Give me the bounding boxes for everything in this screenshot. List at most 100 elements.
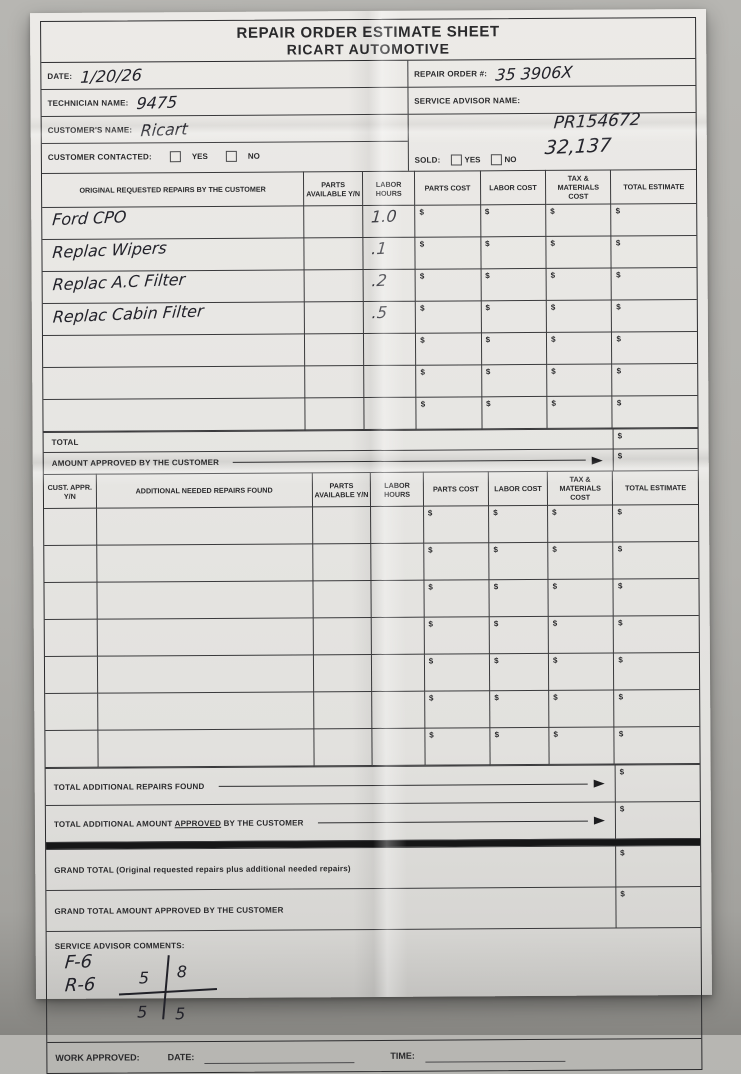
dollar-sign: $ [480, 364, 547, 397]
dollar-sign: $ [612, 578, 699, 617]
arrow-head-icon [593, 816, 605, 825]
repair-6-parts-avail [304, 365, 364, 398]
grand-total-approved-label: GRAND TOTAL AMOUNT APPROVED BY THE CUSTO… [53, 905, 284, 916]
col-parts-cost: PARTS COST [414, 170, 480, 206]
contacted-yes-checkbox [169, 150, 181, 162]
dollar-sign: $ [610, 203, 696, 237]
additional-2-parts-avail [311, 543, 371, 581]
dollar-sign: $ [547, 542, 613, 580]
dollar-sign: $ [424, 727, 490, 766]
handwritten-comments: F-6 R-6 5 8 5 5 [63, 951, 227, 1029]
handwritten-note-pr-number: PR154672 [552, 109, 641, 134]
sold-yes-checkbox [449, 154, 462, 166]
dollar-sign: $ [415, 396, 482, 430]
repair-4-hours: .5 [370, 302, 388, 323]
service-advisor-comments-section: SERVICE ADVISOR COMMENTS: F-6 R-6 5 8 5 … [46, 926, 701, 1042]
total-additional-found-box: $ [614, 764, 700, 802]
dollar-sign: $ [613, 615, 699, 654]
col-cust-appr: CUST. APPR. Y/N [43, 474, 96, 509]
work-approved-row: WORK APPROVED: DATE: TIME: [46, 1037, 701, 1073]
repair-row-7: $ $ $ $ [42, 395, 698, 432]
dollar-sign: $ [547, 505, 613, 543]
col-parts-cost-2: PARTS COST [422, 471, 489, 507]
additional-row-7: $ $ $ $ [44, 726, 700, 768]
date-label: DATE: [46, 71, 72, 81]
repair-3-text: Replac A.C Filter [51, 269, 186, 295]
dollar-sign: $ [612, 504, 698, 543]
sold-field: SOLD: YES NO PR154672 32,137 [408, 109, 696, 171]
col-total-estimate: TOTAL ESTIMATE [610, 169, 696, 205]
additional-6-cust-appr [44, 693, 98, 731]
additional-7-parts-avail [312, 728, 373, 766]
repair-1-parts-avail [303, 205, 363, 238]
repair-2-hours: .1 [370, 238, 387, 259]
additional-row-4: $ $ $ $ [44, 615, 699, 657]
additional-6-hours [371, 691, 425, 729]
col-tax-materials: TAX & MATERIALS COST [545, 170, 611, 205]
dollar-sign: $ [546, 396, 612, 429]
additional-row-3: $ $ $ $ [43, 578, 699, 620]
dollar-sign: $ [548, 690, 614, 728]
cross-top-left-value: 5 [139, 968, 149, 987]
additional-3-hours [370, 580, 424, 618]
date-field: DATE: 1/20/26 [40, 60, 407, 91]
customer-name-handwritten-value: Ricart [138, 118, 188, 140]
total-additional-approved-row: TOTAL ADDITIONAL AMOUNT APPROVED BY THE … [45, 800, 700, 842]
dollar-sign: $ [548, 727, 615, 765]
dollar-sign: $ [480, 268, 546, 301]
date-handwritten-value: 1/20/26 [78, 64, 143, 87]
dollar-sign: $ [480, 300, 547, 333]
dollar-sign: $ [546, 364, 612, 397]
grand-total-approved-box: $ [614, 886, 701, 928]
col-tax-materials-2: TAX & MATERIALS COST [546, 471, 613, 506]
dollar-sign: $ [423, 690, 490, 729]
additional-2-cust-appr [43, 545, 97, 583]
repair-2-text: Replac Wipers [51, 238, 168, 262]
dollar-sign: $ [481, 396, 547, 429]
dollar-sign: $ [546, 332, 612, 365]
customer-name-field: CUSTOMER'S NAME: Ricart [41, 114, 407, 145]
form-title-line2: RICART AUTOMOTIVE [286, 40, 450, 58]
dollar-sign: $ [611, 363, 697, 397]
dollar-sign: $ [545, 204, 611, 237]
comment-front-tread: F-6 [63, 951, 93, 974]
col-total-estimate-2: TOTAL ESTIMATE [612, 470, 698, 506]
dollar-sign: $ [488, 616, 548, 654]
repair-4-parts-avail [303, 301, 363, 334]
label-part-underlined: APPROVED [174, 818, 221, 828]
grand-total-row: GRAND TOTAL (Original requested repairs … [45, 844, 700, 890]
additional-repairs-table: CUST. APPR. Y/N ADDITIONAL NEEDED REPAIR… [43, 470, 700, 768]
repair-row-4: Replac Cabin Filter .5 $ $ $ $ [42, 299, 697, 336]
customer-contacted-label: CUSTOMER CONTACTED: [47, 151, 152, 162]
arrow-head-icon [593, 779, 605, 788]
dollar-sign: $ [415, 332, 481, 366]
sold-label: SOLD: [414, 155, 441, 165]
footer-time-label: TIME: [389, 1050, 415, 1061]
additional-6-text [96, 691, 313, 731]
dollar-sign: $ [415, 300, 481, 334]
additional-5-cust-appr [44, 656, 97, 694]
repair-5-parts-avail [304, 333, 364, 366]
sold-no-label: NO [503, 155, 517, 165]
col-parts-available: PARTS AVAILABLE Y/N [303, 171, 363, 206]
col-labor-cost: LABOR COST [479, 170, 546, 205]
dollar-sign: $ [613, 726, 700, 765]
additional-2-text [96, 543, 313, 583]
dollar-sign: $ [488, 505, 548, 543]
total-row: TOTAL $ [43, 428, 698, 452]
sold-no-checkbox [489, 154, 502, 166]
dollar-sign: $ [547, 579, 614, 617]
total-additional-approved-label: TOTAL ADDITIONAL AMOUNT APPROVED BY THE … [53, 818, 303, 829]
grand-total-approved-row: GRAND TOTAL AMOUNT APPROVED BY THE CUSTO… [45, 885, 701, 931]
repair-row-6: $ $ $ $ [42, 363, 697, 400]
work-approved-label: WORK APPROVED: [54, 1052, 140, 1063]
repair-row-5: $ $ $ $ [42, 331, 697, 368]
additional-3-cust-appr [43, 582, 97, 620]
dollar-sign: $ [415, 364, 482, 398]
additional-5-parts-avail [312, 654, 372, 692]
dollar-sign: $ [545, 300, 612, 333]
additional-1-cust-appr [43, 508, 97, 546]
label-part: BY THE CUSTOMER [223, 817, 304, 828]
col-labor-cost-2: LABOR COST [487, 471, 548, 506]
dollar-sign: $ [610, 235, 697, 269]
